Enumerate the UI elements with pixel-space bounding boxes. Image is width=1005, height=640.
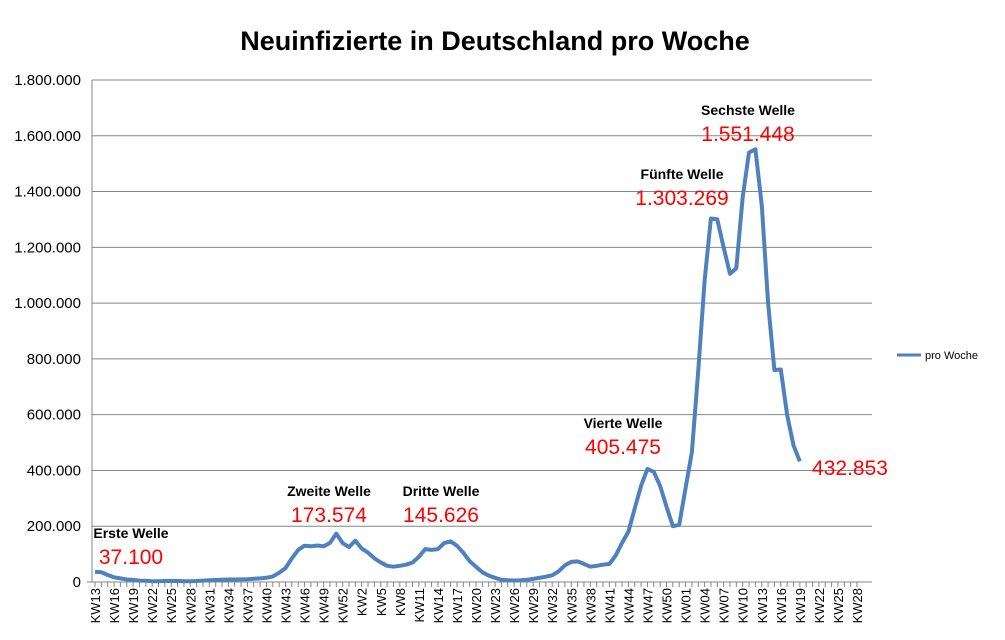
legend: pro Woche [897, 350, 978, 362]
x-tick-label: KW25 [831, 588, 846, 623]
annotation-value: 1.551.448 [701, 123, 794, 146]
x-axis: KW13 KW16 KW19 KW22 KW25 KW28 KW31 KW34 KW37 KW40… [87, 80, 872, 623]
x-tick-label: KW28 [850, 588, 865, 623]
x-tick-label: KW16 [107, 588, 122, 623]
x-tick-label: KW46 [298, 588, 313, 623]
x-tick-label: KW19 [126, 588, 141, 623]
y-tick-label: 1.200.000 [14, 239, 81, 256]
x-tick-label: KW16 [774, 588, 789, 623]
x-tick-label: KW44 [621, 588, 636, 623]
annotations: Erste Welle 37.100 Zweite Welle 173.574 Drit… [93, 102, 888, 569]
y-tick-label: 200.000 [27, 518, 81, 535]
x-tick-label: KW49 [317, 588, 332, 623]
x-tick-label: KW22 [812, 588, 827, 623]
x-tick-label: KW13 [755, 588, 770, 623]
y-tick-label: 1.400.000 [14, 184, 81, 201]
x-tick-label: KW17 [450, 588, 465, 623]
x-tick-label: KW2 [355, 588, 370, 616]
annotation-label: Zweite Welle [287, 483, 371, 499]
gridlines [92, 79, 872, 527]
annotation-label: Erste Welle [93, 525, 168, 541]
x-tick-label: KW25 [164, 588, 179, 623]
x-tick-label: KW41 [602, 588, 617, 623]
x-tick-label: KW19 [793, 588, 808, 623]
annotation-label: Fünfte Welle [641, 166, 724, 182]
chart-title: Neuinfizierte in Deutschland pro Woche [240, 26, 750, 56]
x-tick-label: KW07 [717, 588, 732, 623]
x-tick-label: KW23 [488, 588, 503, 623]
y-tick-label: 1.800.000 [14, 72, 81, 89]
y-tick-label: 400.000 [27, 462, 81, 479]
annotation-label: Sechste Welle [701, 102, 795, 118]
x-tick-label: KW50 [660, 588, 675, 623]
x-tick-label: KW32 [545, 588, 560, 623]
y-tick-label: 0 [73, 574, 81, 591]
x-tick-label: KW13 [88, 588, 103, 623]
x-tick-label: KW11 [412, 588, 427, 622]
x-tick-label: KW38 [583, 588, 598, 623]
y-tick-label: 1.000.000 [14, 295, 81, 312]
x-tick-label: KW20 [469, 588, 484, 623]
x-tick-label: KW31 [202, 588, 217, 623]
x-tick-label: KW14 [431, 588, 446, 623]
legend-label: pro Woche [925, 350, 978, 362]
annotation-value: 173.574 [291, 504, 367, 527]
x-tick-label: KW52 [336, 588, 351, 623]
y-tick-label: 600.000 [27, 407, 81, 424]
x-tick-label: KW04 [698, 588, 713, 623]
x-tick-label: KW5 [374, 588, 389, 616]
x-tick-label: KW35 [564, 588, 579, 623]
annotation-value: 432.853 [812, 457, 888, 480]
series-pro-woche [94, 147, 802, 584]
x-tick-label: KW37 [240, 588, 255, 623]
annotation-value: 405.475 [585, 436, 661, 459]
x-tick-label: KW22 [145, 588, 160, 623]
annotation-value: 37.100 [99, 546, 163, 569]
series-line [94, 147, 802, 584]
x-tick-label: KW40 [259, 588, 274, 623]
y-axis-tick-labels: 0 200.000 400.000 600.000 800.000 1.000.000 1.… [14, 72, 81, 591]
x-tick-label: KW43 [279, 588, 294, 623]
x-tick-label: KW8 [393, 588, 408, 616]
y-tick-label: 800.000 [27, 351, 81, 368]
x-tick-label: KW47 [640, 588, 655, 623]
annotation-value: 1.303.269 [635, 187, 728, 210]
y-tick-label: 1.600.000 [14, 128, 81, 145]
x-tick-label: KW28 [183, 588, 198, 623]
annotation-value: 145.626 [403, 504, 479, 527]
x-tick-label: KW10 [736, 588, 751, 623]
annotation-label: Vierte Welle [584, 415, 663, 431]
x-tick-label: KW34 [221, 588, 236, 623]
x-tick-label: KW26 [507, 588, 522, 623]
x-tick-label: KW01 [679, 588, 694, 623]
x-tick-label: KW29 [526, 588, 541, 623]
annotation-label: Dritte Welle [403, 483, 480, 499]
